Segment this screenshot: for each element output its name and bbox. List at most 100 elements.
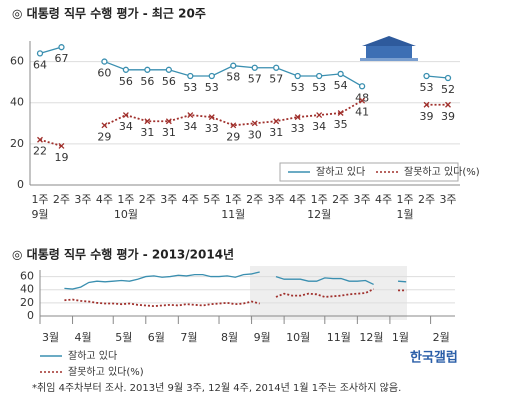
x-tick-label: 4월 <box>75 331 92 344</box>
chart-title: ◎ 대통령 직무 수행 평가 - 최근 20주 <box>12 6 206 21</box>
value-label: 35 <box>334 118 348 131</box>
point <box>423 72 430 80</box>
point <box>122 66 130 73</box>
point <box>294 114 301 121</box>
point <box>316 112 323 119</box>
x-tick-label: 1주 <box>396 193 413 206</box>
value-label: 29 <box>226 130 240 143</box>
legend-box <box>279 162 459 182</box>
x-tick-label: 1월 <box>392 331 409 344</box>
point <box>251 120 258 127</box>
x-tick-label: 6월 <box>148 331 165 344</box>
x-tick-label: 1주 <box>117 193 134 206</box>
point <box>101 58 108 65</box>
point <box>423 101 430 108</box>
point <box>230 122 237 129</box>
building-icon <box>360 36 418 61</box>
value-label: 56 <box>119 75 133 88</box>
month-label: 12월 <box>307 208 331 221</box>
value-label: 41 <box>355 106 369 119</box>
y-tick-label: 0 <box>17 178 24 191</box>
x-tick-label: 3주 <box>268 193 285 206</box>
month-label: 11월 <box>221 208 245 221</box>
value-label: 53 <box>291 81 305 94</box>
x-tick-label: 7월 <box>180 331 197 344</box>
x-tick-label: 2주 <box>418 193 435 206</box>
footnote: *취임 4주차부터 조사. 2013년 9월 3주, 12월 4주, 2014년… <box>32 381 401 394</box>
value-label: 34 <box>312 120 326 133</box>
value-label: 53 <box>420 81 434 94</box>
value-label: 57 <box>248 73 262 86</box>
value-label: 31 <box>269 126 283 139</box>
y-tick-label: 60 <box>10 55 24 68</box>
legend-label: 잘못하고 있다(%) <box>68 365 144 378</box>
point <box>165 118 172 125</box>
point <box>359 97 366 104</box>
point <box>144 118 151 125</box>
x-tick-label: 5월 <box>115 331 132 344</box>
x-tick-label: 2주 <box>139 193 156 206</box>
value-label: 56 <box>140 75 154 88</box>
point <box>251 64 258 71</box>
x-tick-label: 4주 <box>96 193 113 206</box>
chart-title: ◎ 대통령 직무 수행 평가 - 2013/2014년 <box>12 247 234 262</box>
point <box>187 72 194 80</box>
logo: 한국갤럽 <box>410 350 458 366</box>
x-tick-label: 1주 <box>225 193 242 206</box>
legend-label: 잘못하고 있다(%) <box>404 165 480 178</box>
x-tick-label: 4주 <box>289 193 306 206</box>
value-label: 57 <box>269 73 283 86</box>
x-tick-label: 2주 <box>332 193 349 206</box>
y-tick-label: 20 <box>20 296 34 309</box>
point <box>230 62 237 69</box>
x-tick-label: 3주 <box>439 193 456 206</box>
point <box>273 118 280 125</box>
point <box>58 44 65 51</box>
y-tick-label: 40 <box>10 96 24 109</box>
point <box>444 74 452 82</box>
value-label: 33 <box>291 122 305 135</box>
x-tick-label: 3주 <box>74 193 91 206</box>
point <box>316 72 323 80</box>
x-tick-label: 2주 <box>246 193 263 206</box>
x-tick-label: 3월 <box>42 331 59 344</box>
y-tick-label: 0 <box>27 309 34 322</box>
point <box>165 66 172 73</box>
value-label: 48 <box>355 91 369 104</box>
point <box>208 114 215 121</box>
value-label: 64 <box>33 58 47 71</box>
point <box>208 72 215 80</box>
series-line <box>64 288 407 308</box>
value-label: 19 <box>54 151 68 164</box>
value-label: 56 <box>162 75 176 88</box>
x-tick-label: 8월 <box>221 331 238 344</box>
month-label: 9월 <box>31 208 48 221</box>
month-label: 10월 <box>114 208 138 221</box>
point <box>37 136 43 143</box>
value-label: 58 <box>226 71 240 84</box>
y-tick-label: 40 <box>20 283 34 296</box>
value-label: 34 <box>119 120 133 133</box>
value-label: 53 <box>205 81 219 94</box>
x-tick-label: 3주 <box>160 193 177 206</box>
point <box>337 70 344 78</box>
x-tick-label: 11월 <box>327 331 351 344</box>
value-label: 39 <box>441 110 455 123</box>
x-tick-label: 10월 <box>286 331 310 344</box>
x-tick-label: 5주 <box>203 193 220 206</box>
value-label: 39 <box>420 110 434 123</box>
value-label: 22 <box>33 145 47 158</box>
value-label: 31 <box>140 126 154 139</box>
value-label: 52 <box>441 83 455 96</box>
legend-label: 잘하고 있다 <box>68 349 117 362</box>
point <box>58 142 65 149</box>
point <box>36 50 44 57</box>
value-label: 30 <box>248 128 262 141</box>
x-tick-label: 9월 <box>254 331 271 344</box>
x-tick-label: 1주 <box>31 193 48 206</box>
point <box>294 72 301 80</box>
y-tick-label: 20 <box>10 137 24 150</box>
x-tick-label: 2주 <box>53 193 70 206</box>
value-label: 60 <box>97 67 111 80</box>
